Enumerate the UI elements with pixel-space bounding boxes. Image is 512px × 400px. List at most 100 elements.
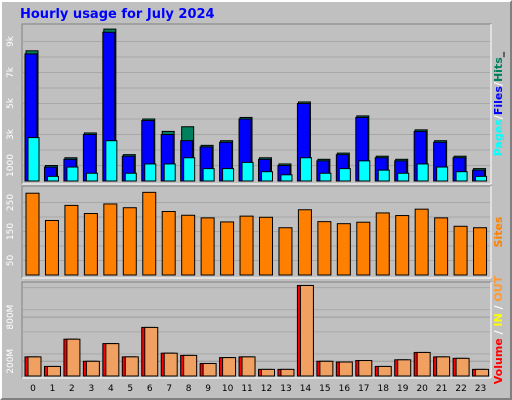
hour-label: 16 — [339, 384, 351, 394]
legend-series-name: Files — [492, 86, 505, 116]
sites-bar — [64, 204, 79, 276]
out-bar — [475, 368, 490, 377]
legend-series-name: OUT — [492, 275, 505, 301]
pages-bar — [144, 163, 157, 182]
pages-bar — [163, 163, 176, 182]
sites-bar — [220, 221, 235, 276]
pages-bar — [280, 174, 293, 182]
pages-bar — [202, 168, 215, 182]
legend-series-name: Hits — [492, 57, 505, 82]
y-tick-label: 150 — [6, 223, 16, 240]
y-tick-label: 200M — [6, 349, 16, 374]
pages-bar — [377, 169, 390, 182]
out-bar — [163, 352, 178, 377]
out-bar — [377, 365, 392, 377]
sites-bar — [259, 216, 273, 276]
y-tick-label: 7k — [6, 66, 16, 78]
sites-bar — [395, 215, 410, 276]
sites-bar — [25, 192, 40, 276]
legend-series-name: IN — [492, 313, 505, 326]
hour-label: 18 — [378, 384, 390, 394]
hour-label: 6 — [147, 384, 153, 394]
y-tick-label: 1000 — [6, 154, 16, 177]
sites-bar — [239, 215, 254, 276]
hour-label: 19 — [397, 384, 409, 394]
axis-legend-label: Sites — [492, 216, 505, 247]
hour-label: 3 — [89, 384, 95, 394]
pages-bar — [436, 166, 449, 182]
sites-bar — [414, 208, 429, 276]
pages-bar — [475, 175, 488, 182]
pages-bar — [455, 171, 468, 182]
chart-title: Hourly usage for July 2024 — [20, 7, 215, 22]
sites-bar — [161, 210, 176, 276]
sites-bar — [278, 227, 293, 276]
out-bar — [124, 356, 139, 377]
legend-series-name: / — [492, 81, 505, 86]
hour-label: 9 — [205, 384, 211, 394]
sites-bar — [317, 221, 332, 276]
hour-label: 10 — [222, 384, 234, 394]
legend-series-name: Volume — [492, 338, 505, 384]
y-tick-label: 800M — [6, 305, 16, 330]
hour-label: 13 — [280, 384, 291, 394]
sites-bar — [83, 213, 98, 276]
pages-bar — [222, 168, 235, 182]
hour-label: 12 — [261, 384, 272, 394]
pages-bar — [338, 168, 351, 182]
out-bar — [85, 360, 100, 377]
out-bar — [416, 351, 431, 377]
legend-series-name: / — [492, 327, 505, 339]
out-bar — [202, 362, 217, 377]
hour-label: 8 — [186, 384, 192, 394]
y-tick-label: 3k — [6, 128, 16, 140]
sites-bar — [181, 214, 196, 276]
sites-bar — [44, 219, 59, 276]
sites-bar — [453, 225, 468, 276]
out-bar — [27, 356, 42, 377]
out-bar — [46, 365, 61, 377]
hour-label: 1 — [50, 384, 56, 394]
sites-bar — [122, 207, 137, 276]
legend-series-name: / — [492, 302, 505, 314]
sites-bar — [297, 209, 312, 276]
pages-bar — [46, 175, 59, 182]
out-bar — [358, 360, 373, 377]
hour-label: 4 — [108, 384, 114, 394]
out-bar — [241, 356, 256, 377]
pages-bar — [319, 172, 332, 182]
sites-bar — [336, 223, 351, 276]
out-bar — [261, 368, 275, 377]
hour-label: 11 — [241, 384, 252, 394]
legend-series-name: _ — [492, 51, 505, 57]
out-bar — [222, 357, 237, 377]
pages-bar — [124, 172, 137, 182]
out-bar — [144, 326, 159, 377]
out-bar — [338, 361, 353, 377]
hour-label: 15 — [319, 384, 330, 394]
pages-bar — [299, 157, 312, 182]
hour-label: 7 — [166, 384, 172, 394]
out-bar — [105, 343, 120, 377]
sites-bar — [473, 227, 488, 276]
pages-bar — [27, 137, 40, 182]
pages-bar — [66, 166, 79, 182]
legend-series-name: Pages — [492, 119, 505, 157]
hour-label: 21 — [436, 384, 447, 394]
hour-label: 23 — [475, 384, 486, 394]
pages-bar — [85, 172, 98, 182]
legend-series-name: / — [492, 114, 505, 119]
sites-bar — [200, 217, 215, 276]
pages-bar — [416, 163, 429, 182]
pages-bar — [105, 140, 118, 182]
hour-label: 20 — [416, 384, 428, 394]
legend-series-name: Sites — [492, 216, 505, 247]
axis-legend-label: Volume / IN / OUT — [492, 275, 505, 384]
y-tick-label: 9k — [6, 35, 16, 47]
pages-bar — [261, 171, 273, 182]
out-bar — [66, 338, 81, 377]
y-tick-label: 50 — [6, 255, 16, 267]
out-bar — [455, 357, 470, 377]
out-bar — [299, 284, 314, 377]
